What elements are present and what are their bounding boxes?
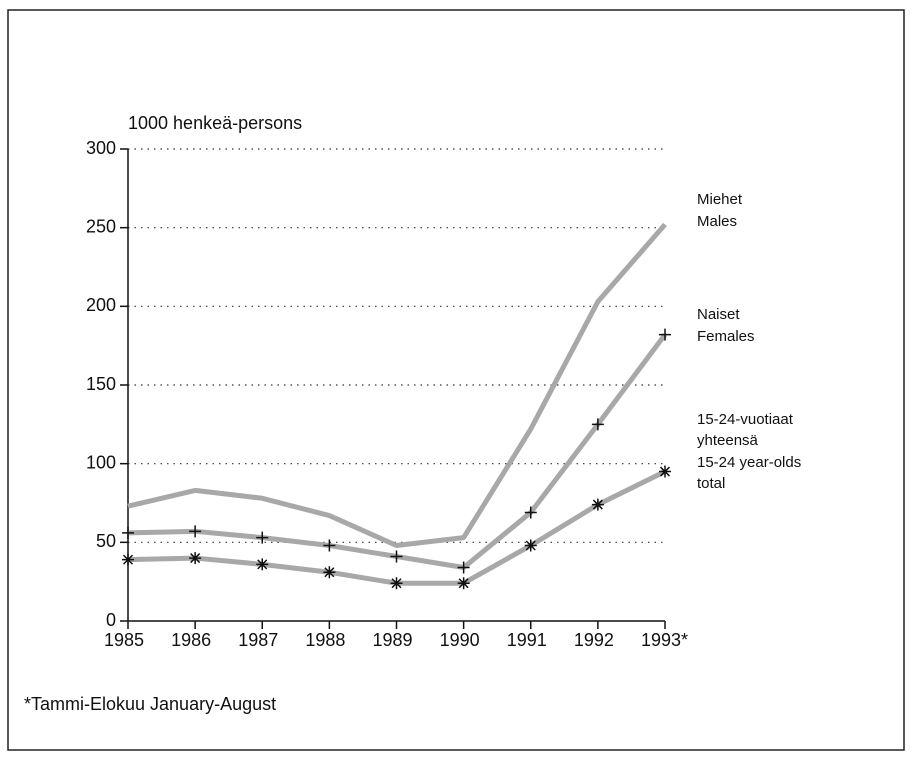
series-line <box>127 469 667 586</box>
series-label: 15-24 year-olds <box>697 454 801 471</box>
frame <box>7 9 905 751</box>
marker <box>256 531 269 544</box>
x-tick-label: 1989 <box>373 630 413 650</box>
series-label: Miehet <box>697 191 743 208</box>
y-tick-label: 150 <box>86 374 116 394</box>
marker <box>323 566 336 579</box>
marker <box>390 577 403 590</box>
marker <box>524 506 537 519</box>
x-tick-label: 1988 <box>305 630 345 650</box>
y-tick-label: 50 <box>96 531 116 551</box>
series-label: 15-24-vuotiaat <box>697 411 794 428</box>
marker <box>189 552 202 565</box>
marker <box>256 558 269 571</box>
marker <box>524 539 537 552</box>
series-label: yhteensä <box>697 432 759 449</box>
marker <box>122 553 134 566</box>
y-tick-label: 100 <box>86 452 116 472</box>
y-tick-label: 200 <box>86 295 116 315</box>
x-tick-label: 1991 <box>507 630 547 650</box>
marker <box>390 550 403 563</box>
marker <box>457 577 470 590</box>
marker <box>189 525 202 538</box>
x-tick-label: 1985 <box>104 630 144 650</box>
marker <box>659 465 671 478</box>
y-axis-label: 1000 henkeä-persons <box>128 113 302 133</box>
footnote: *Tammi-Elokuu January-August <box>24 694 276 714</box>
x-tick-label: 1990 <box>440 630 480 650</box>
y-tick-label: 250 <box>86 216 116 236</box>
y-tick-label: 300 <box>86 138 116 158</box>
series-label: Females <box>697 328 755 345</box>
series-label: Males <box>697 213 737 230</box>
marker <box>591 498 604 511</box>
marker <box>591 418 604 431</box>
y-tick-label: 0 <box>106 610 116 630</box>
marker <box>457 561 470 574</box>
series-label: Naiset <box>697 306 740 323</box>
series-line <box>127 222 667 548</box>
x-tick-label: 1992 <box>574 630 614 650</box>
marker <box>122 526 134 539</box>
marker <box>323 539 336 552</box>
x-tick-label: 1993* <box>641 630 688 650</box>
x-tick-label: 1987 <box>238 630 278 650</box>
marker <box>659 328 671 341</box>
series-label: total <box>697 475 725 492</box>
x-tick-label: 1986 <box>171 630 211 650</box>
series-line <box>127 333 668 571</box>
